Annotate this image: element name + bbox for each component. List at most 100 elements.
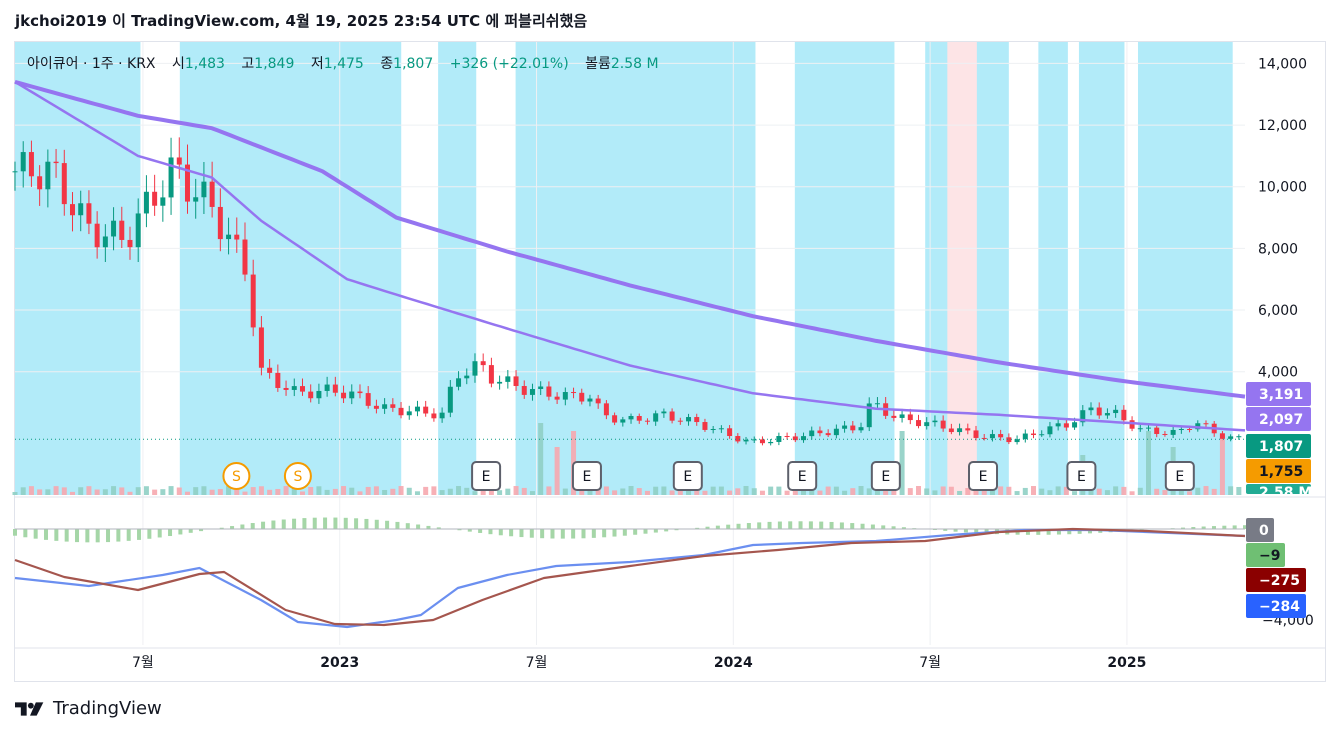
- macd-histogram-bar: [984, 529, 989, 534]
- split-marker-0: [222, 462, 251, 490]
- candle: [562, 392, 568, 400]
- macd-histogram-bar: [591, 529, 596, 538]
- candle: [332, 384, 338, 393]
- candle: [973, 430, 979, 438]
- macd-histogram-bar: [385, 520, 390, 529]
- volume-bar: [1096, 488, 1102, 495]
- volume-bar: [718, 486, 724, 495]
- volume-bar: [12, 492, 18, 495]
- chart-frame[interactable]: [14, 41, 1326, 682]
- earnings-marker-label-6: E: [881, 469, 890, 485]
- volume-bar: [497, 490, 503, 495]
- candle: [1006, 437, 1012, 443]
- price-badge: [1246, 434, 1311, 458]
- macd-histogram-bar: [178, 529, 183, 535]
- volume-bar: [538, 423, 544, 495]
- candle: [595, 398, 601, 404]
- macd-histogram-bar: [44, 529, 49, 540]
- volume-bar: [1063, 486, 1069, 495]
- candle: [1055, 423, 1061, 427]
- candle: [792, 436, 798, 441]
- volume-bar: [957, 490, 963, 495]
- volume-bar: [283, 486, 289, 495]
- macd-histogram-bar: [1046, 529, 1051, 535]
- volume-bar: [267, 489, 273, 495]
- earnings-marker-5: [787, 461, 818, 491]
- earnings-marker-label-4: E: [683, 469, 692, 485]
- candle: [940, 420, 946, 429]
- volume-bar: [45, 489, 51, 495]
- ma-mid-line: [14, 80, 1246, 432]
- candle: [776, 435, 782, 442]
- volume-bar: [152, 489, 158, 495]
- x-tick-label: 7월: [919, 655, 941, 671]
- candle: [702, 422, 708, 430]
- candle: [258, 327, 264, 368]
- volume-bar: [768, 486, 774, 495]
- high-label: 고: [241, 56, 255, 72]
- candle: [1047, 426, 1053, 435]
- volume-bar: [332, 488, 338, 495]
- candle: [998, 434, 1004, 438]
- volume-bar: [258, 486, 264, 495]
- volume-bar: [1145, 431, 1151, 495]
- candle: [1014, 439, 1020, 443]
- y-tick-label: 12,000: [1258, 118, 1307, 134]
- candle: [825, 433, 831, 436]
- candle: [529, 389, 535, 395]
- candle: [209, 181, 215, 207]
- macd-histogram-bar: [1056, 529, 1061, 535]
- volume-bar: [308, 487, 314, 495]
- earnings-marker-label-2: E: [482, 469, 491, 485]
- volume-bar: [916, 486, 922, 495]
- volume-bar: [562, 488, 568, 495]
- candle: [226, 234, 232, 240]
- candle: [817, 430, 823, 434]
- volume-bar: [78, 487, 84, 495]
- volume-bar: [217, 489, 223, 495]
- price-badge: [1246, 407, 1311, 431]
- macd-histogram-bar: [1036, 529, 1041, 535]
- x-tick-label: 2023: [320, 655, 359, 671]
- macd-histogram-bar: [540, 529, 545, 539]
- volume-bar: [694, 488, 700, 495]
- macd-histogram-bar: [106, 529, 111, 543]
- macd-histogram-bar: [354, 518, 359, 529]
- candle: [423, 406, 429, 414]
- macd-histogram-bar: [33, 529, 38, 539]
- volume-bar: [653, 486, 659, 495]
- y-tick-label: 4,000: [1258, 365, 1298, 381]
- candle: [751, 439, 757, 441]
- volume-bar: [866, 488, 872, 495]
- volume-bar: [998, 486, 1004, 495]
- macd-histogram-bar: [250, 523, 255, 529]
- volume-bar: [291, 487, 297, 495]
- volume-bar: [546, 486, 552, 495]
- macd-histogram-bar: [581, 529, 586, 539]
- volume-bar: [127, 491, 133, 495]
- session-band: [15, 42, 141, 495]
- volume-bar: [135, 487, 141, 495]
- macd-histogram-bar: [963, 529, 968, 533]
- macd-histogram-bar: [199, 529, 204, 532]
- candle: [291, 386, 297, 390]
- y-tick-label: 6,000: [1258, 303, 1298, 319]
- volume-bar: [324, 489, 330, 495]
- macd-histogram-bar: [1222, 525, 1227, 529]
- tradingview-logo[interactable]: TradingView: [15, 698, 162, 719]
- volume-bar: [69, 491, 75, 495]
- candle: [948, 428, 954, 433]
- earnings-marker-6: [870, 461, 901, 491]
- macd-badge: [1246, 518, 1274, 542]
- candle: [571, 392, 577, 394]
- macd-histogram-bar: [219, 527, 224, 529]
- symbol-name[interactable]: 아이큐어 · 1주 · KRX: [27, 56, 156, 72]
- macd-histogram-bar: [1201, 526, 1206, 529]
- macd-histogram-bar: [374, 519, 379, 529]
- macd-histogram-bar: [1067, 529, 1072, 535]
- earnings-marker-2: [471, 461, 502, 491]
- macd-histogram-bar: [364, 518, 369, 529]
- candle: [1170, 429, 1176, 435]
- price-badge: [1246, 484, 1311, 494]
